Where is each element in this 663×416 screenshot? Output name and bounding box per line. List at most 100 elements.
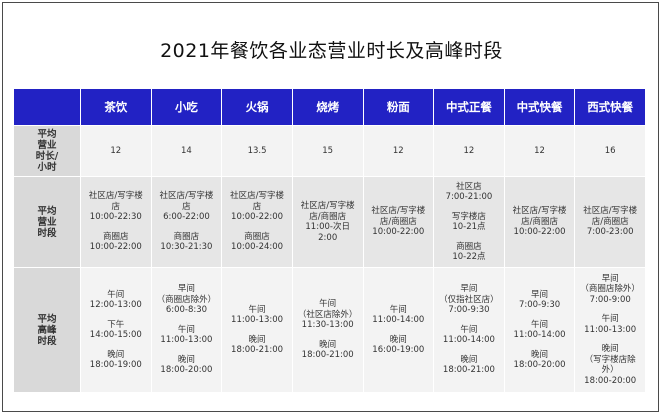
- line-gap: [152, 223, 222, 232]
- cell-peak-period: 早间 （仅指社区店） 7:00-9:30 午间 11:00-14:00 晚间 18:00-2…: [434, 268, 504, 392]
- cell-text-line: 10-22点: [452, 252, 486, 262]
- line-gap: [434, 316, 504, 325]
- col-header-tea-drinks: 茶饮: [81, 89, 151, 125]
- cell-text-line: 晚间: [389, 334, 407, 345]
- line-gap: [81, 223, 151, 232]
- cell-text-line: 早间: [601, 273, 619, 284]
- cell-avg-hours: 14: [151, 126, 222, 176]
- line-gap: [293, 331, 363, 340]
- cell-text-line: 晚间: [177, 354, 195, 365]
- col-header-hotpot: 火锅: [222, 89, 292, 125]
- header-row: 茶饮 小吃 火锅 烧烤 粉面 中式正餐 中式快餐 西式快餐: [14, 89, 645, 125]
- cell-text-line: 早间: [460, 284, 478, 295]
- row-label-line: 营业: [37, 140, 57, 151]
- line-gap: [434, 203, 504, 212]
- cell-text-line: 写字楼店: [451, 211, 486, 222]
- cell-text-line: 16: [604, 145, 616, 156]
- row-label-line: 时段: [37, 227, 57, 239]
- row-label-line: 营业: [37, 216, 57, 228]
- cell-text-line: 下午: [107, 319, 125, 330]
- cell-text-line: （商圈店除外）: [156, 294, 217, 305]
- cell-text-line: 7:00-9:30: [448, 305, 490, 316]
- cell-text-line: 7:00-9:00: [589, 294, 631, 305]
- line-gap: [575, 335, 645, 344]
- cell-text-line: 10:00-22:00: [372, 227, 425, 238]
- col-header-bbq: 烧烤: [292, 89, 363, 125]
- cell-text-line: 18:00-21:00: [442, 365, 495, 376]
- cell-text-line: 10:00-22:30: [89, 212, 142, 223]
- line-gap: [152, 346, 222, 355]
- cell-text-line: 18:00-19:00: [89, 360, 142, 370]
- cell-avg-hours: 13.5: [222, 126, 292, 176]
- cell-text-line: 社区店/写字楼: [371, 206, 426, 217]
- cell-text-line: 7:00-23:00: [586, 227, 634, 238]
- cell-text-line: 18:00-20:00: [584, 375, 637, 386]
- line-gap: [434, 233, 504, 242]
- business-hours-table: 茶饮 小吃 火锅 烧烤 粉面 中式正餐 中式快餐 西式快餐 平均 营业 时长/小时 …: [13, 88, 646, 393]
- cell-avg-hours: 12: [434, 126, 504, 176]
- cell-text-line: 2:00: [318, 232, 338, 243]
- cell-text-line: 18:00-21:00: [231, 345, 284, 355]
- cell-text-line: 11:00-14:00: [442, 335, 495, 346]
- cell-avg-hours: 16: [575, 126, 645, 176]
- cell-text-line: （写字楼店除: [584, 354, 636, 365]
- cell-text-line: 18:00-20:00: [160, 365, 213, 376]
- cell-text-line: 早间: [177, 284, 195, 295]
- cell-text-line: 社区店: [456, 181, 482, 192]
- cell-peak-period: 午间 11:00-14:00 晚间 16:00-19:00: [363, 268, 434, 392]
- cell-text-line: 11:00-14:00: [513, 330, 566, 340]
- cell-text-line: 商圈店: [456, 241, 482, 252]
- cell-text-line: 6:00-8:30: [165, 305, 208, 316]
- cell-text-line: 午间: [460, 324, 478, 335]
- line-gap: [364, 326, 434, 335]
- cell-text-line: 11:00-次日: [305, 222, 350, 232]
- cell-avg-hours: 12: [363, 126, 434, 176]
- cell-text-line: 午间: [177, 324, 195, 335]
- cell-text-line: （仅指社区店）: [439, 294, 499, 305]
- cell-text-line: 10:30-21:30: [160, 242, 213, 253]
- row-label-avg-hours: 平均 营业 时长/小时: [14, 126, 80, 176]
- col-header-western-fast-food: 西式快餐: [575, 89, 645, 125]
- cell-peak-period: 早间 7:00-9:30 午间 11:00-14:00 晚间 18:00-20:00: [504, 268, 575, 392]
- cell-text-line: 11:00-13:00: [160, 335, 213, 346]
- cell-text-line: 商圈店: [244, 231, 270, 242]
- cell-text-line: 店/商圈店: [379, 216, 417, 227]
- line-gap: [434, 346, 504, 355]
- cell-text-line: 午间: [107, 289, 125, 300]
- cell-text-line: 午间: [319, 299, 337, 310]
- cell-peak-period: 午间 （社区店除外） 11:30-13:00 晚间 18:00-21:00: [292, 268, 363, 392]
- cell-text-line: 午间: [389, 304, 407, 315]
- row-label-line: 高峰: [37, 324, 57, 336]
- cell-text-line: 12: [534, 145, 545, 156]
- line-gap: [222, 223, 292, 232]
- cell-text-line: 社区店/写字楼: [230, 191, 284, 202]
- row-label-avg-business-period: 平均 营业 时段: [14, 177, 80, 267]
- row-avg-hours: 平均 营业 时长/小时 12 14 13.5 15 12 12 12 16: [14, 126, 645, 176]
- cell-text-line: 午间: [248, 304, 266, 315]
- cell-text-line: 15: [322, 145, 334, 156]
- cell-peak-period: 早间 （商圈店除外） 6:00-8:30 午间 11:00-13:00 晚间 18:00-2…: [151, 268, 222, 392]
- row-avg-business-period: 平均 营业 时段 社区店/写字楼店 10:00-22:30 商圈店 10:00-22:00…: [14, 177, 645, 267]
- cell-peak-period: 午间 11:00-13:00 晚间 18:00-21:00: [222, 268, 292, 392]
- cell-business-period: 社区店/写字楼店 6:00-22:00 商圈店 10:30-21:30: [151, 177, 222, 267]
- col-header-chinese-fast-food: 中式快餐: [504, 89, 575, 125]
- cell-text-line: 6:00-22:00: [163, 212, 210, 223]
- cell-text-line: 午间: [531, 319, 549, 330]
- cell-text-line: 10-21点: [452, 222, 486, 232]
- cell-text-line: 11:00-13:00: [584, 324, 637, 335]
- row-label-line: 平均: [37, 205, 57, 217]
- cell-text-line: 18:00-20:00: [513, 360, 566, 370]
- cell-peak-period: 早间 （商圈店除外） 7:00-9:00 午间 11:00-13:00 晚间 （写字楼店除外…: [575, 268, 645, 392]
- line-gap: [575, 305, 645, 314]
- cell-text-line: 外）: [601, 365, 619, 376]
- cell-avg-hours: 12: [504, 126, 575, 176]
- cell-business-period: 社区店/写字楼 店/商圈店 10:00-22:00: [363, 177, 434, 267]
- cell-business-period: 社区店/写字楼 店/商圈店 11:00-次日 2:00: [292, 177, 363, 267]
- cell-text-line: 10:00-24:00: [231, 242, 284, 253]
- cell-peak-period: 午间 12:00-13:00 下午 14:00-15:00 晚间 18:00-19:00: [81, 268, 151, 392]
- cell-text-line: 店/商圈店: [309, 211, 347, 222]
- cell-text-line: 社区店/写字楼: [159, 191, 214, 202]
- cell-text-line: 早间: [531, 289, 549, 300]
- cell-text-line: （商圈店除外）: [580, 284, 640, 295]
- cell-business-period: 社区店/写字楼 店/商圈店 7:00-23:00: [575, 177, 645, 267]
